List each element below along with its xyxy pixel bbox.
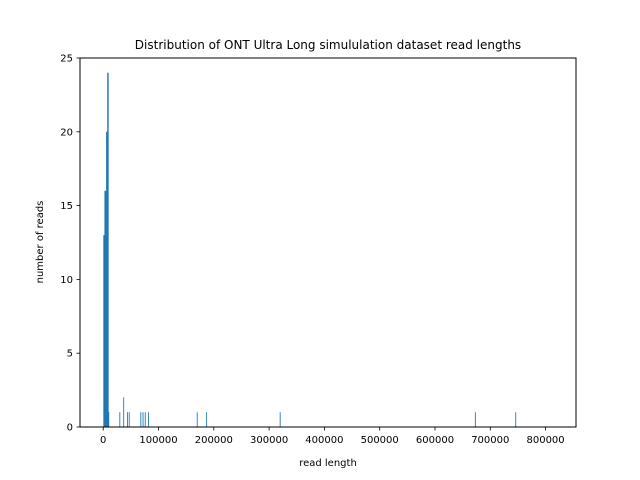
bar-20 xyxy=(279,412,281,427)
y-tick-label: 20 xyxy=(60,127,73,138)
bar-0 xyxy=(103,235,105,427)
y-axis-label: number of reads xyxy=(35,201,46,284)
bar-7 xyxy=(107,72,109,427)
x-tick-label: 100000 xyxy=(139,435,177,446)
bar-6 xyxy=(106,131,108,428)
x-tick-label: 600000 xyxy=(416,435,454,446)
bar-8 xyxy=(107,72,109,427)
bar-13 xyxy=(128,412,130,427)
bar-15 xyxy=(142,412,144,427)
bar-1 xyxy=(103,235,105,427)
x-tick-label: 0 xyxy=(100,435,106,446)
y-tick-label: 15 xyxy=(60,201,73,212)
bar-17 xyxy=(148,412,150,427)
y-tick-label: 25 xyxy=(60,54,73,65)
bar-3 xyxy=(104,190,106,427)
bars xyxy=(103,72,517,428)
bar-16 xyxy=(144,412,146,427)
y-axis: 0 5 10 15 20 25 xyxy=(60,54,80,434)
x-axis-label: read length xyxy=(299,458,357,469)
bar-10 xyxy=(119,412,121,427)
bar-21 xyxy=(474,412,476,427)
x-tick-label: 800000 xyxy=(526,435,564,446)
y-tick-label: 0 xyxy=(67,423,73,434)
bar-18 xyxy=(196,412,198,427)
bar-22 xyxy=(515,412,517,427)
bar-4 xyxy=(105,190,107,427)
chart-title: Distribution of ONT Ultra Long simululat… xyxy=(135,38,521,52)
bar-19 xyxy=(206,412,208,427)
x-tick-label: 200000 xyxy=(195,435,233,446)
bar-14 xyxy=(140,412,142,427)
bar-11 xyxy=(123,397,125,427)
plot-frame xyxy=(79,57,577,428)
bar-9 xyxy=(108,412,110,427)
x-tick-label: 700000 xyxy=(471,435,509,446)
x-tick-label: 300000 xyxy=(250,435,288,446)
x-tick-label: 500000 xyxy=(361,435,399,446)
x-axis: 0 100000 200000 300000 400000 500000 600000 700… xyxy=(100,427,565,446)
bar-12 xyxy=(127,412,128,427)
bar-5 xyxy=(106,131,107,428)
bar-2 xyxy=(104,190,106,427)
x-tick-label: 400000 xyxy=(305,435,343,446)
y-tick-label: 10 xyxy=(60,275,73,286)
y-tick-label: 5 xyxy=(67,349,73,360)
